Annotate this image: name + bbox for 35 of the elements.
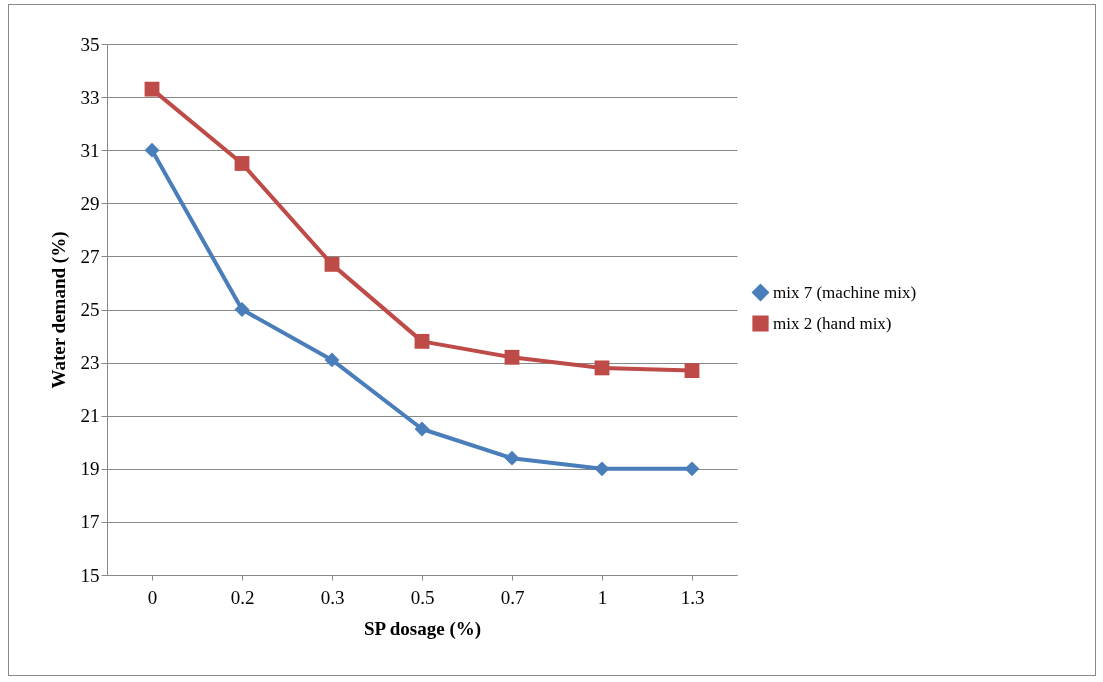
point [504, 349, 520, 365]
y-tick-label: 21 [80, 405, 100, 427]
x-tick-label: 1.3 [680, 586, 705, 608]
y-tick-label: 27 [80, 245, 100, 267]
point [684, 363, 700, 378]
point [324, 352, 340, 368]
x-tick-label: 0 [147, 586, 158, 608]
y-tick-label: 23 [80, 352, 100, 374]
point [144, 142, 160, 158]
x-tick-label: 1 [597, 586, 608, 608]
point [684, 461, 700, 477]
point [234, 156, 250, 171]
point [594, 461, 610, 477]
y-tick-label: 15 [80, 564, 100, 586]
y-tick-label: 19 [80, 458, 100, 480]
point [324, 256, 340, 272]
x-tick-label: 0.2 [230, 586, 255, 608]
y-tick-label: 35 [80, 33, 100, 55]
x-axis-title: SP dosage (%) [363, 617, 482, 640]
y-axis-title: Water demand (%) [47, 231, 70, 389]
y-tick-label: 25 [80, 299, 100, 320]
point [504, 450, 520, 466]
y-tick-label: 33 [80, 86, 100, 108]
y-tick-label: 17 [80, 511, 100, 533]
x-tick-label: 0.3 [320, 586, 345, 608]
y-tick-label: 29 [80, 192, 100, 214]
point [594, 360, 610, 376]
x-tick-label: 0.7 [500, 586, 525, 608]
legend-label: mix 2 (hand mix) [773, 313, 892, 333]
point [144, 81, 160, 97]
y-tick-label: 31 [80, 139, 100, 161]
point [414, 421, 430, 437]
point [414, 333, 430, 349]
legend-label: mix 7 (machine mix) [773, 282, 917, 302]
x-tick-label: 0.5 [410, 586, 435, 608]
